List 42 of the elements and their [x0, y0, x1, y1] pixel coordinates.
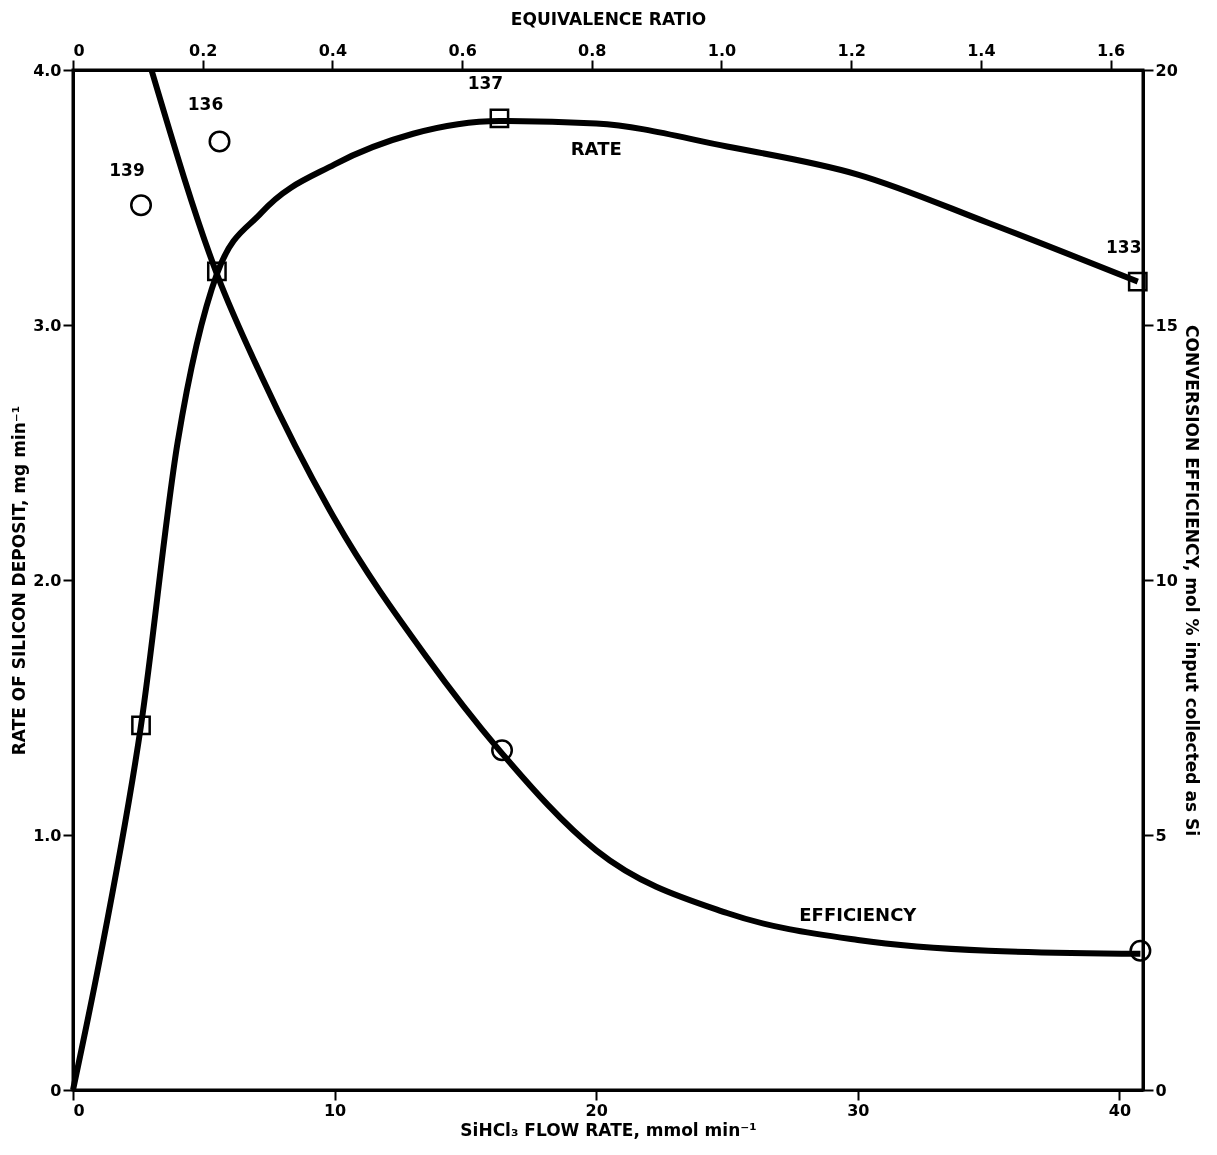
x-tick-label: 10: [323, 1100, 347, 1120]
point: [206, 261, 227, 282]
annotation: 137: [467, 73, 504, 94]
annotation: 139: [109, 160, 145, 181]
x2-tick-label: 0.8: [578, 40, 607, 60]
x2-tick-label: 1.6: [1096, 40, 1126, 60]
x-tick-label: 30: [847, 1100, 870, 1120]
point: [491, 739, 514, 762]
x2-tick-label: 0.2: [189, 40, 218, 60]
x-tick-label: 20: [585, 1100, 608, 1120]
x2-tick-label: 0.4: [318, 40, 348, 60]
y2-tick-label: 0: [1155, 1080, 1167, 1100]
y2-tick-label: 5: [1155, 825, 1167, 845]
series-label: RATE: [570, 137, 622, 159]
y-tick-label: 4.0: [33, 60, 62, 80]
x2-axis-title: EQUIVALENCE RATIO: [510, 8, 707, 29]
x2-tick-label: 1.2: [837, 40, 866, 60]
x-tick-label: 40: [1108, 1100, 1132, 1120]
y-tick-label: 2.0: [33, 570, 62, 590]
y-tick-label: 1.0: [33, 825, 62, 845]
x2-tick-label: 0: [73, 40, 85, 60]
y2-tick-label: 15: [1155, 315, 1178, 335]
series-label: EFFICIENCY: [799, 904, 918, 926]
x2-tick-label: 1.0: [707, 40, 737, 60]
y2-tick-label: 20: [1155, 60, 1178, 80]
y-axis-title: RATE OF SILICON DEPOSIT, mg min⁻¹: [9, 405, 30, 756]
y2-tick-label: 10: [1155, 570, 1178, 590]
x-axis-title: SiHCl₃ FLOW RATE, mmol min⁻¹: [460, 1119, 757, 1140]
x2-tick-label: 0.6: [448, 40, 477, 60]
point: [208, 130, 231, 153]
y2-axis-title: CONVERSION EFFICIENCY, mol % input collected as Si: [1181, 324, 1202, 837]
annotation: 136: [187, 93, 224, 114]
x2-tick-label: 1.4: [967, 40, 996, 60]
point: [1129, 939, 1152, 962]
point: [130, 194, 153, 217]
point: [489, 108, 510, 129]
point: [131, 715, 151, 736]
point: [1127, 271, 1148, 292]
x-tick-label: 0: [73, 1100, 85, 1120]
y-tick-label: 0: [50, 1080, 62, 1100]
annotation: 133: [1106, 236, 1142, 257]
y-tick-label: 3.0: [33, 315, 62, 335]
